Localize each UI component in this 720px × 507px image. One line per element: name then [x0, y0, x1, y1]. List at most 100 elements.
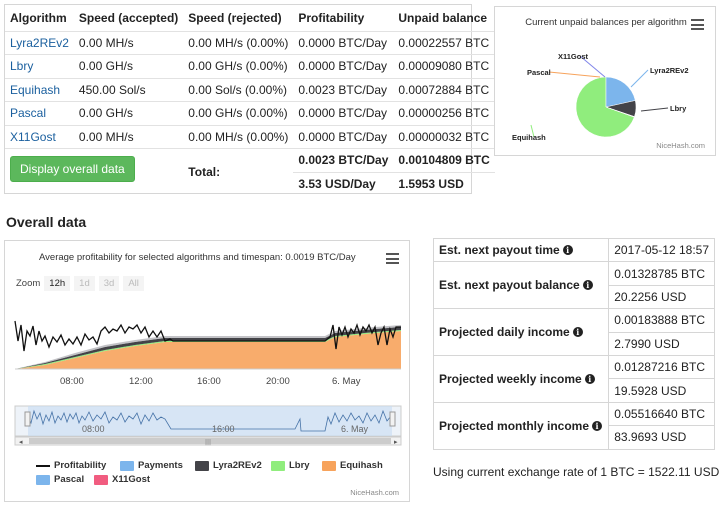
equihash-area — [15, 331, 401, 369]
navigator-handle-left[interactable] — [24, 411, 31, 427]
info-circle-icon[interactable]: i — [584, 373, 595, 384]
payout-label: Est. next payout time i — [432, 237, 610, 263]
legend-swatch — [120, 460, 134, 471]
profit-chart-credit: NiceHash.com — [350, 488, 399, 497]
legend-item-lbry[interactable]: Lbry — [271, 460, 310, 471]
payout-value-usd: 2.7990 USD — [608, 331, 715, 356]
legend-label: Lbry — [289, 460, 310, 471]
pie-connector-pascal — [548, 71, 601, 78]
profitability: 0.0023 BTC/Day — [293, 78, 394, 102]
payout-table-panel: Est. next payout time i 2017-05-12 18:57 … — [432, 237, 715, 450]
algorithm-link-equihash[interactable]: Equihash — [10, 82, 61, 97]
legend-swatch — [322, 460, 336, 471]
table-row: Pascal 0.00 GH/s 0.00 GH/s (0.00%) 0.000… — [5, 101, 495, 126]
info-circle-icon[interactable]: i — [582, 280, 593, 291]
info-circle-icon[interactable]: i — [562, 245, 573, 256]
pascal-area — [15, 325, 401, 369]
payout-value-usd: 19.5928 USD — [608, 378, 715, 403]
zoom-12h-button[interactable]: 12h — [44, 276, 71, 291]
speed-rejected: 0.00 Sol/s (0.00%) — [183, 78, 294, 102]
legend-item-payments[interactable]: Payments — [120, 460, 183, 471]
info-circle-icon[interactable]: i — [592, 420, 603, 431]
pie-slice-equihash[interactable] — [575, 76, 635, 138]
legend-swatch — [94, 474, 108, 485]
total-unpaid-btc: 0.00104809 BTC — [393, 148, 495, 173]
pie-connector-lyra2rev2 — [630, 69, 649, 88]
pie-label-x11gost: X11Gost — [558, 52, 589, 61]
legend-item-x11gost[interactable]: X11Gost — [94, 474, 150, 485]
navigator-handle-right[interactable] — [389, 411, 396, 427]
payout-row: Projected daily income i 0.00183888 BTC — [432, 308, 715, 356]
legend-item-pascal[interactable]: Pascal — [36, 474, 84, 485]
legend-label: Pascal — [54, 474, 85, 485]
x-tick: 08:00 — [60, 376, 84, 387]
profitability: 0.0000 BTC/Day — [293, 125, 394, 149]
pie-slice-lyra2rev2[interactable] — [605, 76, 636, 108]
scroll-left-arrow-icon[interactable]: ◂ — [19, 438, 23, 446]
table-row: Lbry 0.00 GH/s 0.00 GH/s (0.00%) 0.0000 … — [5, 54, 495, 79]
x-tick: 16:00 — [197, 376, 221, 387]
speed-accepted: 0.00 GH/s — [73, 54, 184, 79]
label-text: Projected monthly income — [439, 418, 590, 433]
pie-chart-title: Current unpaid balances per algorithm — [525, 17, 687, 28]
algorithm-link-pascal[interactable]: Pascal — [10, 106, 47, 121]
payout-value-btc: 0.01287216 BTC — [608, 354, 715, 380]
profitability-line — [14, 320, 401, 352]
total-profitability-usd: 3.53 USD/Day — [298, 177, 376, 191]
zoom-all-button[interactable]: All — [123, 276, 144, 291]
algorithm-link-lbry[interactable]: Lbry — [10, 59, 34, 74]
hamburger-menu-icon[interactable] — [691, 19, 704, 30]
table-row: Equihash 450.00 Sol/s 0.00 Sol/s (0.00%)… — [5, 78, 495, 102]
col-header-algorithm: Algorithm — [5, 5, 74, 32]
col-header-unpaid-balance: Unpaid balance — [393, 5, 495, 32]
legend-item-lyra2rev2[interactable]: Lyra2REv2 — [195, 460, 262, 471]
profit-chart-title: Average profitability for selected algor… — [39, 252, 356, 263]
legend-item-profitability[interactable]: Profitability — [36, 460, 106, 471]
zoom-3d-button[interactable]: 3d — [98, 276, 120, 291]
overall-data-heading: Overall data — [6, 214, 87, 230]
pie-slice-x11gost[interactable] — [605, 106, 635, 118]
scrollbar-thumb[interactable] — [29, 438, 391, 444]
payout-value-btc: 0.00183888 BTC — [608, 308, 715, 333]
hamburger-menu-icon[interactable] — [386, 253, 399, 264]
profitability: 0.0000 BTC/Day — [293, 31, 394, 55]
display-overall-data-button[interactable]: Display overall data — [10, 156, 135, 182]
legend-label: X11Gost — [112, 474, 151, 485]
x-tick: 12:00 — [129, 376, 153, 387]
label-text: Projected daily income — [439, 325, 570, 340]
nav-tick: 08:00 — [82, 424, 105, 434]
navigator-selection[interactable] — [28, 406, 392, 436]
pie-label-lyra2rev2: Lyra2REv2 — [650, 66, 689, 75]
info-circle-icon[interactable]: i — [572, 327, 583, 338]
unpaid-balance: 0.00000256 BTC — [393, 101, 495, 126]
algorithm-table-panel: Algorithm Speed (accepted) Speed (reject… — [4, 4, 495, 194]
pie-label-lbry: Lbry — [670, 104, 687, 113]
payout-value-usd: 83.9693 USD — [608, 425, 715, 450]
unpaid-balance: 0.00022557 BTC — [393, 31, 495, 55]
legend-item-equihash[interactable]: Equihash — [322, 460, 383, 471]
scroll-right-arrow-icon[interactable]: ▸ — [394, 438, 398, 446]
profitability: 0.0000 BTC/Day — [293, 54, 394, 79]
payout-row: Est. next payout balance i 0.01328785 BTC — [432, 261, 715, 310]
payout-label: Est. next payout balance i — [432, 261, 610, 310]
label-text: Projected weekly income — [439, 371, 582, 386]
payout-table: Est. next payout time i 2017-05-12 18:57 … — [432, 237, 715, 450]
scrollbar-grip-icon[interactable]: ||| — [205, 439, 211, 446]
payout-row: Est. next payout time i 2017-05-12 18:57 — [432, 237, 715, 263]
profitability-chart: Average profitability for selected algor… — [4, 240, 410, 502]
legend-swatch — [195, 460, 209, 471]
zoom-1d-button[interactable]: 1d — [74, 276, 95, 291]
legend-line-swatch — [36, 464, 50, 467]
unpaid-balance: 0.00000032 BTC — [393, 125, 495, 149]
algorithm-link-x11gost[interactable]: X11Gost — [10, 129, 56, 144]
payout-value: 2017-05-12 18:57 — [608, 237, 715, 263]
payout-row: Projected monthly income i 0.05516640 BTC — [432, 401, 715, 450]
payout-value-usd: 20.2256 USD — [608, 284, 715, 310]
exchange-rate-note: Using current exchange rate of 1 BTC = 1… — [433, 465, 720, 479]
x-tick: 20:00 — [266, 376, 290, 387]
speed-rejected: 0.00 GH/s (0.00%) — [183, 101, 294, 126]
algorithm-link-lyra2rev2[interactable]: Lyra2REv2 — [10, 35, 69, 50]
payout-label: Projected daily income i — [432, 308, 610, 356]
label-text: Est. next payout balance — [439, 278, 580, 293]
plot-area — [14, 320, 401, 370]
